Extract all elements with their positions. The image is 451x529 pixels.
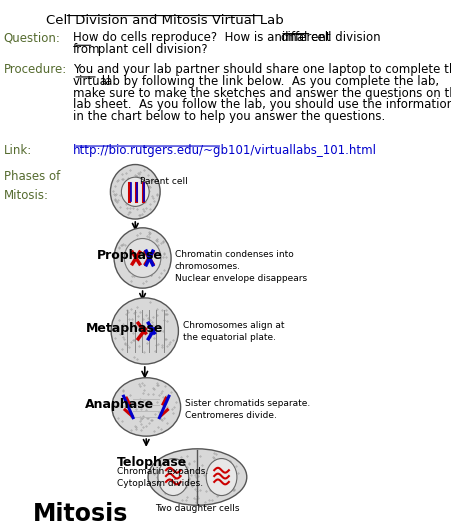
Ellipse shape (121, 177, 149, 206)
Ellipse shape (206, 459, 237, 496)
Text: in the chart below to help you answer the questions.: in the chart below to help you answer th… (73, 110, 385, 123)
Text: Phases of
Mitosis:: Phases of Mitosis: (4, 170, 60, 203)
Text: Procedure:: Procedure: (4, 63, 67, 76)
Text: make sure to make the sketches and answer the questions on this: make sure to make the sketches and answe… (73, 87, 451, 99)
Text: Parent cell: Parent cell (140, 177, 188, 186)
Text: Question:: Question: (4, 31, 60, 44)
Text: Chromosomes align at
the equatorial plate.: Chromosomes align at the equatorial plat… (183, 321, 284, 342)
Text: Anaphase: Anaphase (85, 397, 154, 411)
Text: Two daughter cells: Two daughter cells (155, 504, 239, 513)
Text: Chromatin condenses into
chromosomes.
Nuclear envelope disappears: Chromatin condenses into chromosomes. Nu… (175, 250, 307, 283)
Text: from: from (73, 43, 101, 56)
Text: http://bio.rutgers.edu/~gb101/virtuallabs_101.html: http://bio.rutgers.edu/~gb101/virtuallab… (73, 144, 377, 157)
Text: Link:: Link: (4, 144, 32, 157)
Text: different: different (280, 31, 331, 44)
Text: Metaphase: Metaphase (86, 322, 164, 334)
Text: Mitosis: Mitosis (33, 503, 128, 526)
Ellipse shape (114, 228, 171, 288)
Ellipse shape (111, 298, 179, 364)
Text: lab by following the link below.  As you complete the lab,: lab by following the link below. As you … (98, 75, 439, 88)
Text: virtual: virtual (73, 75, 111, 88)
Text: Sister chromatids separate.
Centromeres divide.: Sister chromatids separate. Centromeres … (185, 399, 310, 420)
Text: Telophase: Telophase (117, 455, 187, 469)
Ellipse shape (158, 459, 189, 496)
Text: How do cells reproduce?  How is animal cell division: How do cells reproduce? How is animal ce… (73, 31, 385, 44)
Text: plant cell division?: plant cell division? (94, 43, 207, 56)
Text: Chromatin expands.
Cytoplasm divides.: Chromatin expands. Cytoplasm divides. (117, 467, 208, 488)
Ellipse shape (148, 449, 247, 505)
Text: Prophase: Prophase (97, 249, 163, 261)
Text: You and your lab partner should share one laptop to complete the: You and your lab partner should share on… (73, 63, 451, 76)
Ellipse shape (112, 378, 180, 436)
Text: Cell Division and Mitosis Virtual Lab: Cell Division and Mitosis Virtual Lab (46, 14, 283, 26)
Ellipse shape (124, 239, 161, 278)
Ellipse shape (110, 165, 160, 219)
Text: lab sheet.  As you follow the lab, you should use the information: lab sheet. As you follow the lab, you sh… (73, 98, 451, 111)
